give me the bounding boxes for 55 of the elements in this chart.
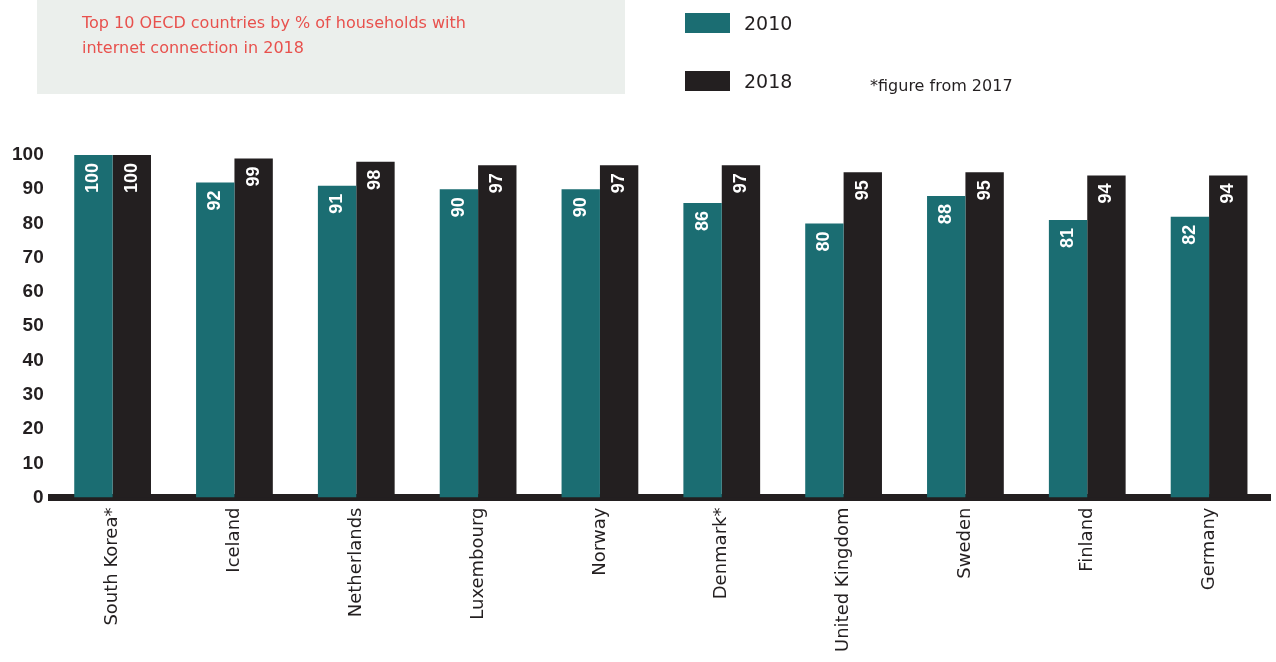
bar: [74, 155, 113, 498]
x-tick-label: Iceland: [222, 507, 244, 573]
x-tick-label: Norway: [587, 507, 609, 576]
y-tick-label: 0: [33, 485, 44, 507]
y-tick-label: 50: [22, 314, 44, 336]
data-label: 100: [82, 163, 103, 194]
data-label: 88: [935, 204, 956, 225]
data-label: 94: [1095, 183, 1116, 204]
legend-label: 2010: [744, 12, 793, 34]
data-label: 99: [242, 166, 263, 187]
bar: [683, 202, 722, 498]
bar: [439, 189, 479, 498]
bar: [561, 189, 600, 498]
chart-title: Top 10 OECD countries by % of households with internet connection in 2018: [82, 12, 467, 59]
x-tick-label: South Korea*: [100, 507, 122, 626]
bar: [317, 185, 357, 498]
data-label: 80: [813, 231, 834, 252]
bar: [927, 196, 966, 498]
x-tick-label: Denmark*: [709, 507, 731, 600]
legend-label: 2018: [744, 70, 793, 92]
data-label: 97: [486, 173, 507, 194]
bar: [805, 223, 844, 498]
y-tick-label: 10: [22, 451, 44, 473]
y-tick-label: 100: [12, 143, 44, 165]
data-label: 97: [729, 173, 750, 194]
x-tick-label: Finland: [1074, 507, 1096, 572]
data-label: 90: [569, 197, 590, 218]
data-label: 95: [973, 180, 994, 201]
text: *figure from 2017: [870, 76, 1013, 95]
y-tick-label: 20: [22, 417, 44, 439]
y-tick-label: 90: [22, 177, 44, 199]
y-tick-label: 60: [22, 280, 44, 302]
bar: [196, 182, 235, 498]
y-tick-label: 30: [22, 383, 44, 404]
y-tick-label: 40: [22, 348, 44, 370]
x-tick-label: Sweden: [953, 507, 975, 579]
y-tick-label: 80: [22, 211, 44, 233]
y-tick-label: 70: [22, 245, 44, 267]
data-label: 92: [204, 190, 225, 211]
data-label: 90: [447, 197, 468, 218]
x-tick-label: Germany: [1196, 507, 1218, 591]
x-tick-label: United Kingdom: [831, 507, 853, 653]
bar: [1048, 220, 1088, 498]
data-label: 94: [1217, 183, 1238, 204]
data-label: 81: [1057, 228, 1078, 249]
data-label: 86: [691, 210, 712, 231]
data-label: 100: [120, 163, 141, 194]
data-label: 91: [326, 193, 347, 214]
x-tick-label: Luxembourg: [465, 507, 487, 620]
bar: [1170, 216, 1210, 498]
data-label: 82: [1178, 224, 1199, 245]
data-label: 97: [608, 173, 629, 194]
data-label: 95: [851, 180, 872, 201]
x-tick-label: Netherlands: [343, 507, 365, 618]
data-label: 98: [364, 169, 385, 190]
